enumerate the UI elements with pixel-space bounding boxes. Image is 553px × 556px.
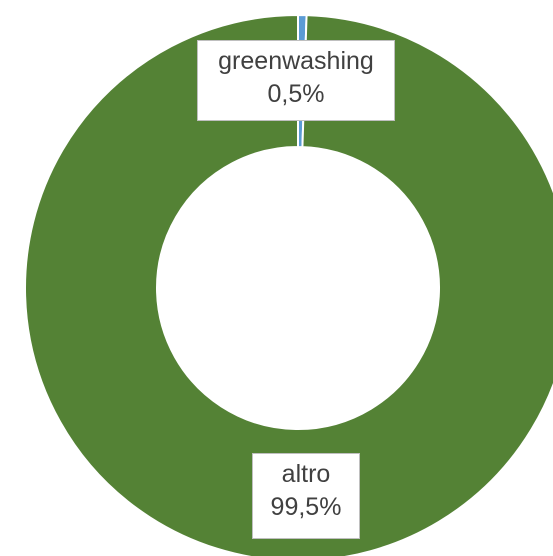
slice-value-greenwashing: 0,5%	[267, 80, 325, 108]
slice-altro	[24, 13, 553, 556]
slice-value-altro: 99,5%	[270, 493, 342, 521]
data-label-greenwashing: greenwashing 0,5%	[197, 40, 395, 121]
slice-label-altro: altro	[281, 460, 331, 488]
data-label-altro: altro 99,5%	[252, 453, 360, 539]
slice-label-greenwashing: greenwashing	[218, 47, 374, 75]
